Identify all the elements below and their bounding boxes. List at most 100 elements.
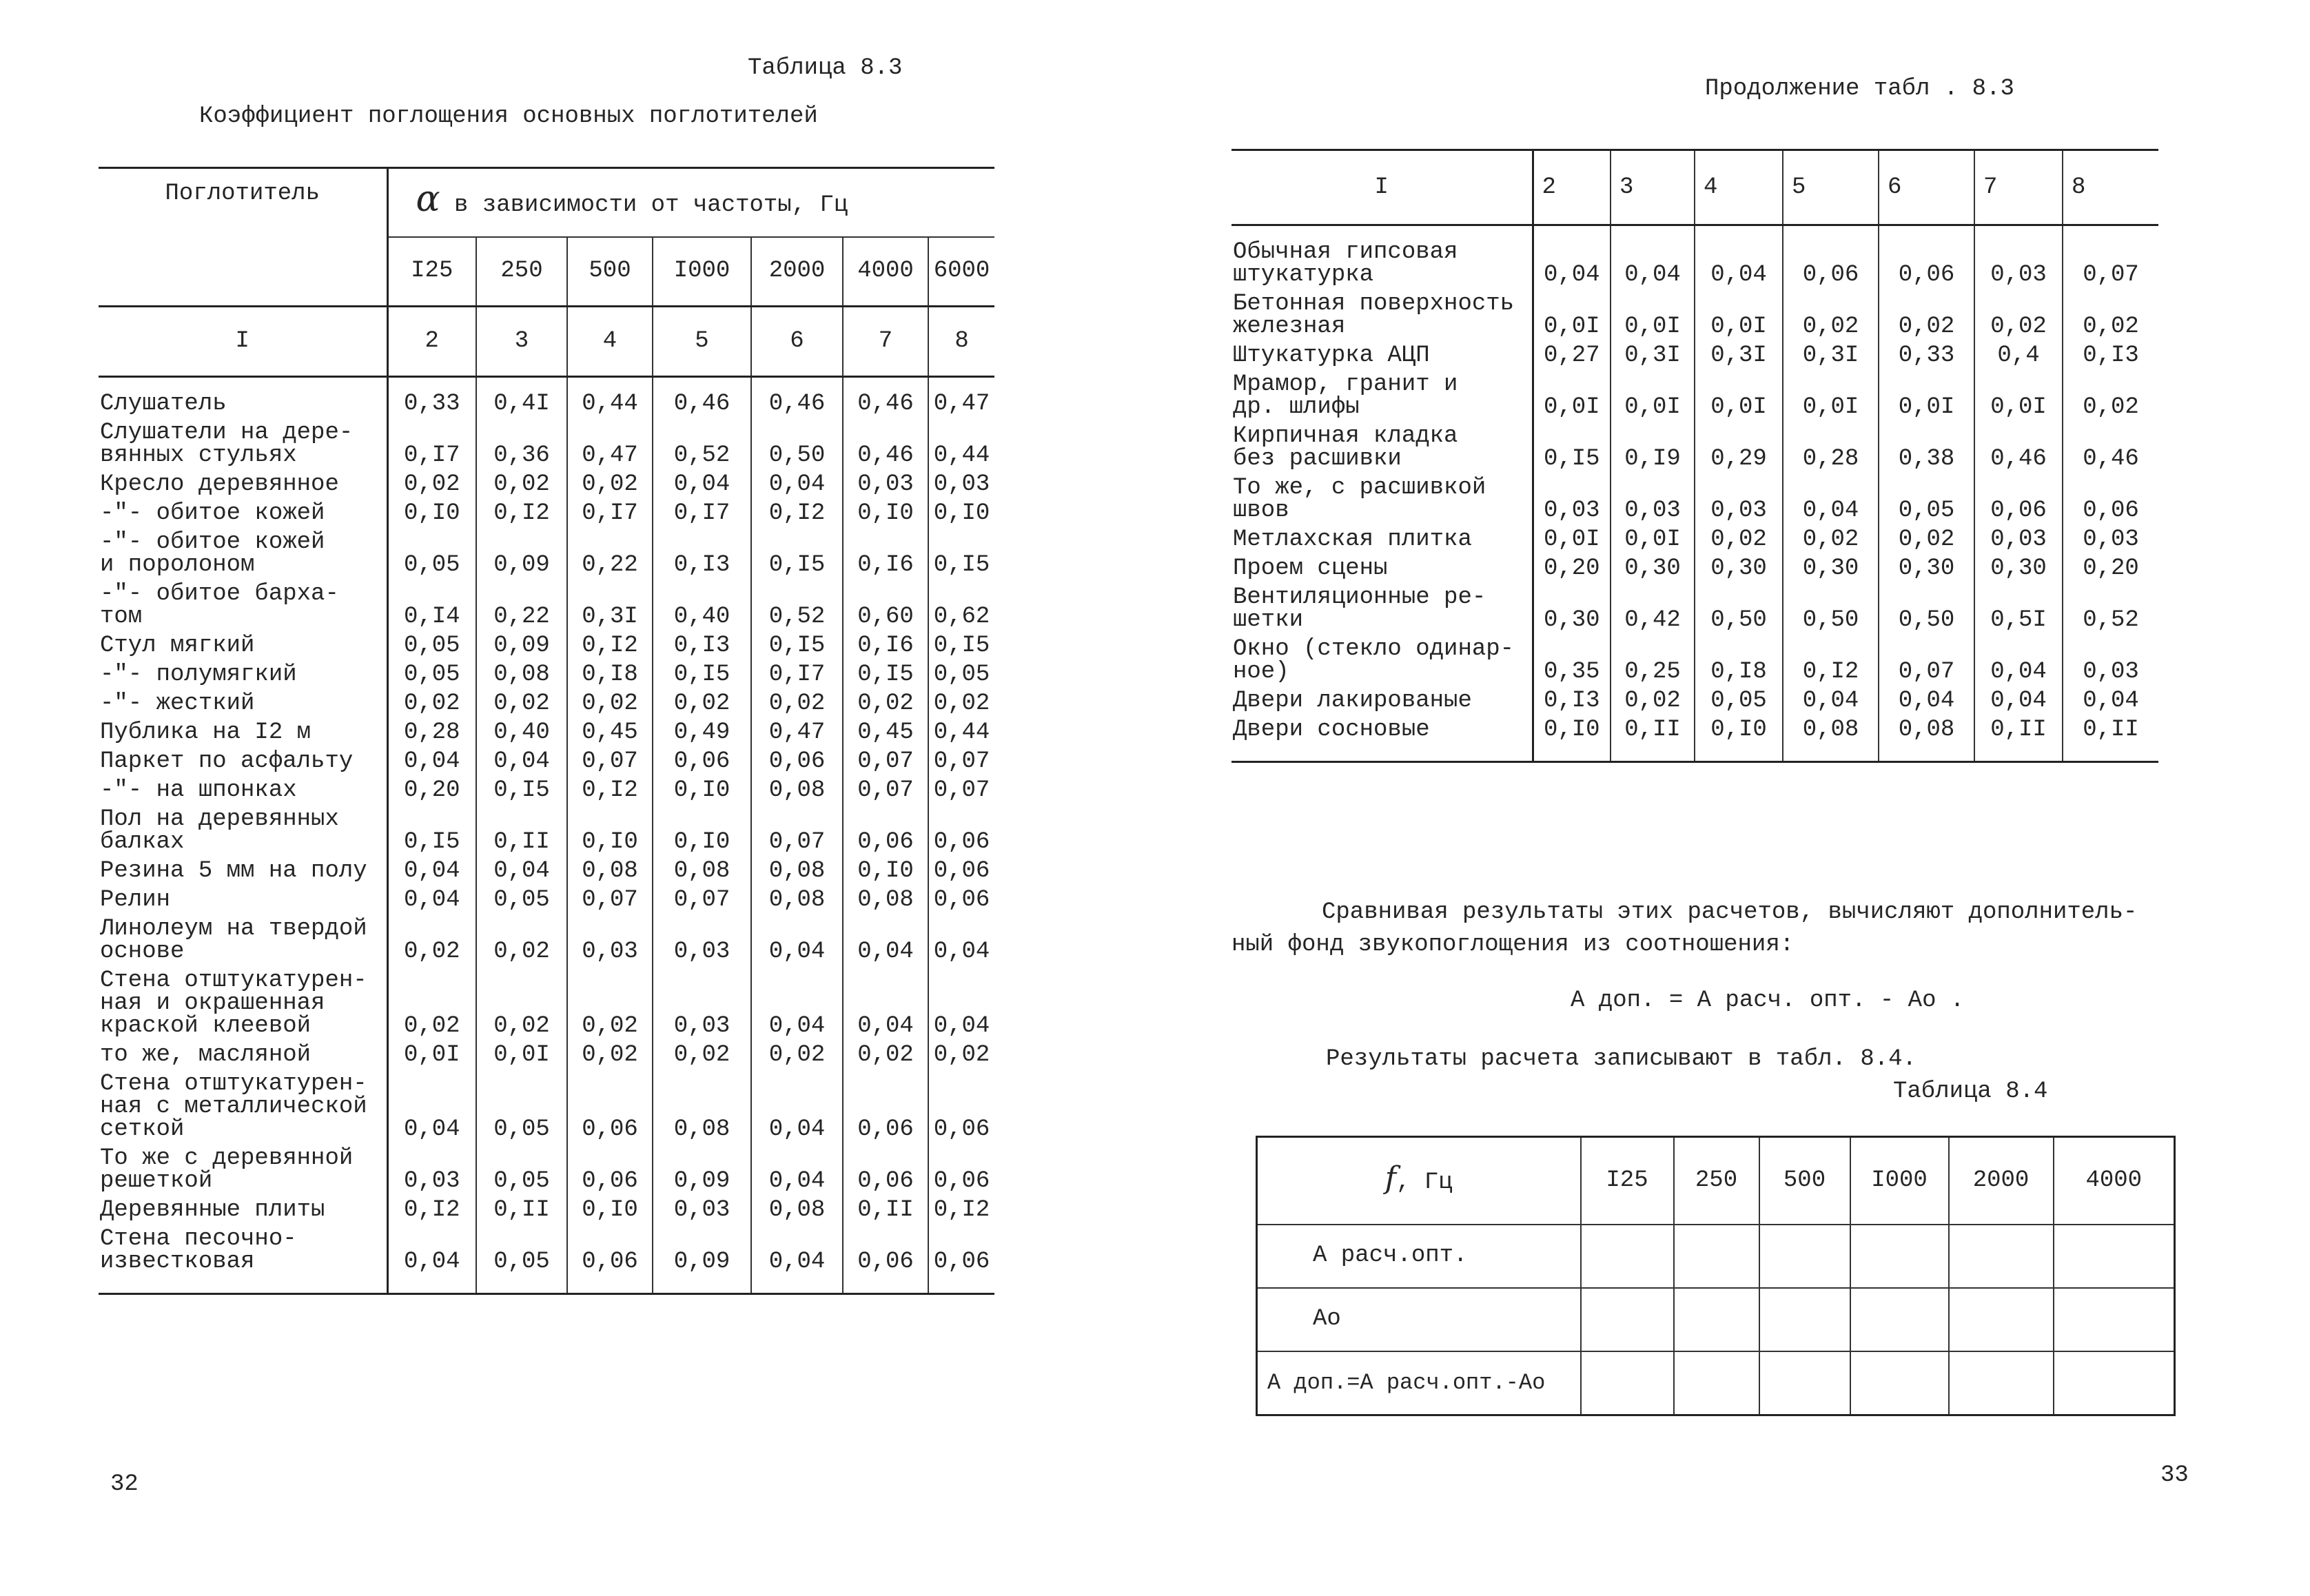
row-label: А расч.опт.	[1256, 1223, 1582, 1289]
coefficient-value: 0,46	[842, 415, 928, 467]
coefficient-value: 0,07	[652, 882, 751, 912]
table-row: Стена песочно- известковая 0,04 0,05 0,06 0,…	[99, 1221, 995, 1273]
coefficient-value: 0,04	[1878, 683, 1974, 713]
coefficient-value: 0,07	[842, 744, 928, 773]
results-note: Результаты расчета записывают в табл. 8.…	[1326, 1046, 1917, 1072]
empty-cell	[1673, 1350, 1760, 1415]
table-8-4: f, Гц I25 250 500 I000 2000 4000 А расч.опт. А…	[1256, 1136, 2176, 1416]
coefficient-value: 0,04	[1610, 234, 1695, 287]
coefficient-value: 0,03	[652, 911, 751, 963]
coefficient-value: 0,03	[566, 911, 653, 963]
coefficient-value: 0,03	[1974, 522, 2063, 551]
coefficient-value: 0,06	[2062, 470, 2158, 522]
coefficient-value: 0,I2	[927, 1192, 995, 1222]
empty-cell	[1758, 1287, 1851, 1352]
coefficient-value: 0,0I	[386, 1037, 476, 1067]
coefficient-value: 0,06	[927, 1066, 995, 1141]
table-row: Ао	[1256, 1287, 2176, 1352]
column-number: I	[1374, 174, 1389, 201]
absorber-name: Пол на деревянных балках	[100, 806, 339, 855]
coefficient-value: 0,02	[386, 467, 476, 496]
table-row: А доп.=А расч.опт.-Ао	[1256, 1350, 2176, 1415]
column-number: 8	[2062, 150, 2158, 225]
coefficient-value: 0,46	[842, 386, 928, 416]
column-number: 2	[386, 306, 476, 377]
coefficient-value: 0,08	[652, 853, 751, 883]
coefficient-value: 0,02	[927, 686, 995, 715]
coefficient-value: 0,II	[2062, 712, 2158, 741]
frequency-header: 6000	[927, 236, 995, 307]
table-row: То же, с расшивкой швов 0,03 0,03 0,03 0,04 0…	[1231, 470, 2158, 522]
coefficient-value: 0,II	[476, 801, 567, 854]
coefficient-value: 0,06	[842, 1066, 928, 1141]
coefficient-value: 0,20	[2062, 551, 2158, 580]
coefficient-value: 0,04	[750, 1066, 843, 1141]
frequency-header: 500	[1758, 1136, 1851, 1225]
table-row: -"- жесткий 0,02 0,02 0,02 0,02 0,02 0,02 0,02	[99, 686, 995, 715]
coefficient-value: 0,05	[386, 628, 476, 657]
coefficient-value: 0,I0	[1694, 712, 1783, 741]
coefficient-value: 0,I8	[566, 657, 653, 686]
coefficient-value: 0,08	[750, 853, 843, 883]
table-row: Линолеум на твердой основе 0,02 0,02 0,03 0,…	[99, 911, 995, 963]
coefficient-value: 0,03	[652, 963, 751, 1038]
coefficient-value: 0,05	[1878, 470, 1974, 522]
frequency-header: I25	[386, 236, 476, 307]
absorber-name: то же, масляной	[100, 1041, 311, 1068]
coefficient-value: 0,05	[386, 524, 476, 577]
coefficient-value: 0,0I	[1782, 367, 1879, 419]
table-row: Мрамор, гранит и др. шлифы 0,0I 0,0I 0,0I 0,…	[1231, 367, 2158, 419]
coefficient-value: 0,0I	[1878, 367, 1974, 419]
coefficient-value: 0,I5	[652, 657, 751, 686]
coefficient-value: 0,07	[2062, 234, 2158, 287]
f-unit: , Гц	[1396, 1169, 1453, 1196]
absorber-name: Штукатурка АЦП	[1233, 342, 1430, 369]
absorber-name: Паркет по асфальту	[100, 748, 354, 775]
coefficient-value: 0,52	[652, 415, 751, 467]
table-row: Проем сцены 0,20 0,30 0,30 0,30 0,30 0,30 0,20	[1231, 551, 2158, 580]
coefficient-value: 0,06	[566, 1140, 653, 1193]
coefficient-value: 0,I2	[1782, 631, 1879, 684]
coefficient-value: 0,03	[1974, 234, 2063, 287]
coefficient-value: 0,07	[566, 744, 653, 773]
coefficient-value: 0,06	[842, 1221, 928, 1273]
absorber-name: Метлахская плитка	[1233, 526, 1472, 553]
empty-cell	[1673, 1223, 1760, 1289]
table-row: -"- обитое кожей 0,I0 0,I2 0,I7 0,I7 0,I2 0,I0…	[99, 495, 995, 525]
coefficient-value: 0,I6	[842, 628, 928, 657]
empty-cell	[1580, 1223, 1675, 1289]
absorber-name: Окно (стекло одинар- ное)	[1233, 635, 1515, 685]
coefficient-value: 0,06	[927, 801, 995, 854]
table-row: Окно (стекло одинар- ное) 0,35 0,25 0,I8 0,I…	[1231, 631, 2158, 685]
empty-cell	[1948, 1287, 2054, 1352]
coefficient-value: 0,02	[1694, 522, 1783, 551]
absorber-name: Двери лакированые	[1233, 687, 1472, 714]
coefficient-value: 0,I9	[1610, 418, 1695, 471]
coefficient-value: 0,22	[566, 524, 653, 577]
coefficient-value: 0,I2	[476, 495, 567, 525]
coefficient-value: 0,02	[842, 1037, 928, 1067]
coefficient-value: 0,08	[842, 882, 928, 912]
frequency-header: 500	[566, 236, 653, 307]
coefficient-value: 0,09	[476, 524, 567, 577]
coefficient-value: 0,06	[927, 882, 995, 912]
table84-label: Таблица 8.4	[1893, 1078, 2048, 1105]
column-number: 5	[652, 306, 751, 377]
coefficient-value: 0,I3	[1531, 683, 1611, 713]
coefficient-value: 0,02	[476, 467, 567, 496]
absorber-name: Слушатель	[100, 390, 227, 417]
coefficient-value: 0,40	[476, 715, 567, 744]
frequency-header: 250	[476, 236, 567, 307]
absorber-name: Публика на I2 м	[100, 719, 311, 746]
coefficient-value: 0,08	[1878, 712, 1974, 741]
coefficient-value: 0,02	[566, 963, 653, 1038]
absorber-name: Слушатели на дере- вянных стульях	[100, 419, 354, 469]
coefficient-value: 0,I3	[652, 628, 751, 657]
column-number: 7	[1974, 150, 2063, 225]
coefficient-value: 0,04	[1974, 683, 2063, 713]
coefficient-value: 0,4	[1974, 338, 2063, 367]
coefficient-value: 0,06	[927, 853, 995, 883]
coefficient-value: 0,II	[842, 1192, 928, 1222]
coefficient-value: 0,I0	[842, 495, 928, 525]
